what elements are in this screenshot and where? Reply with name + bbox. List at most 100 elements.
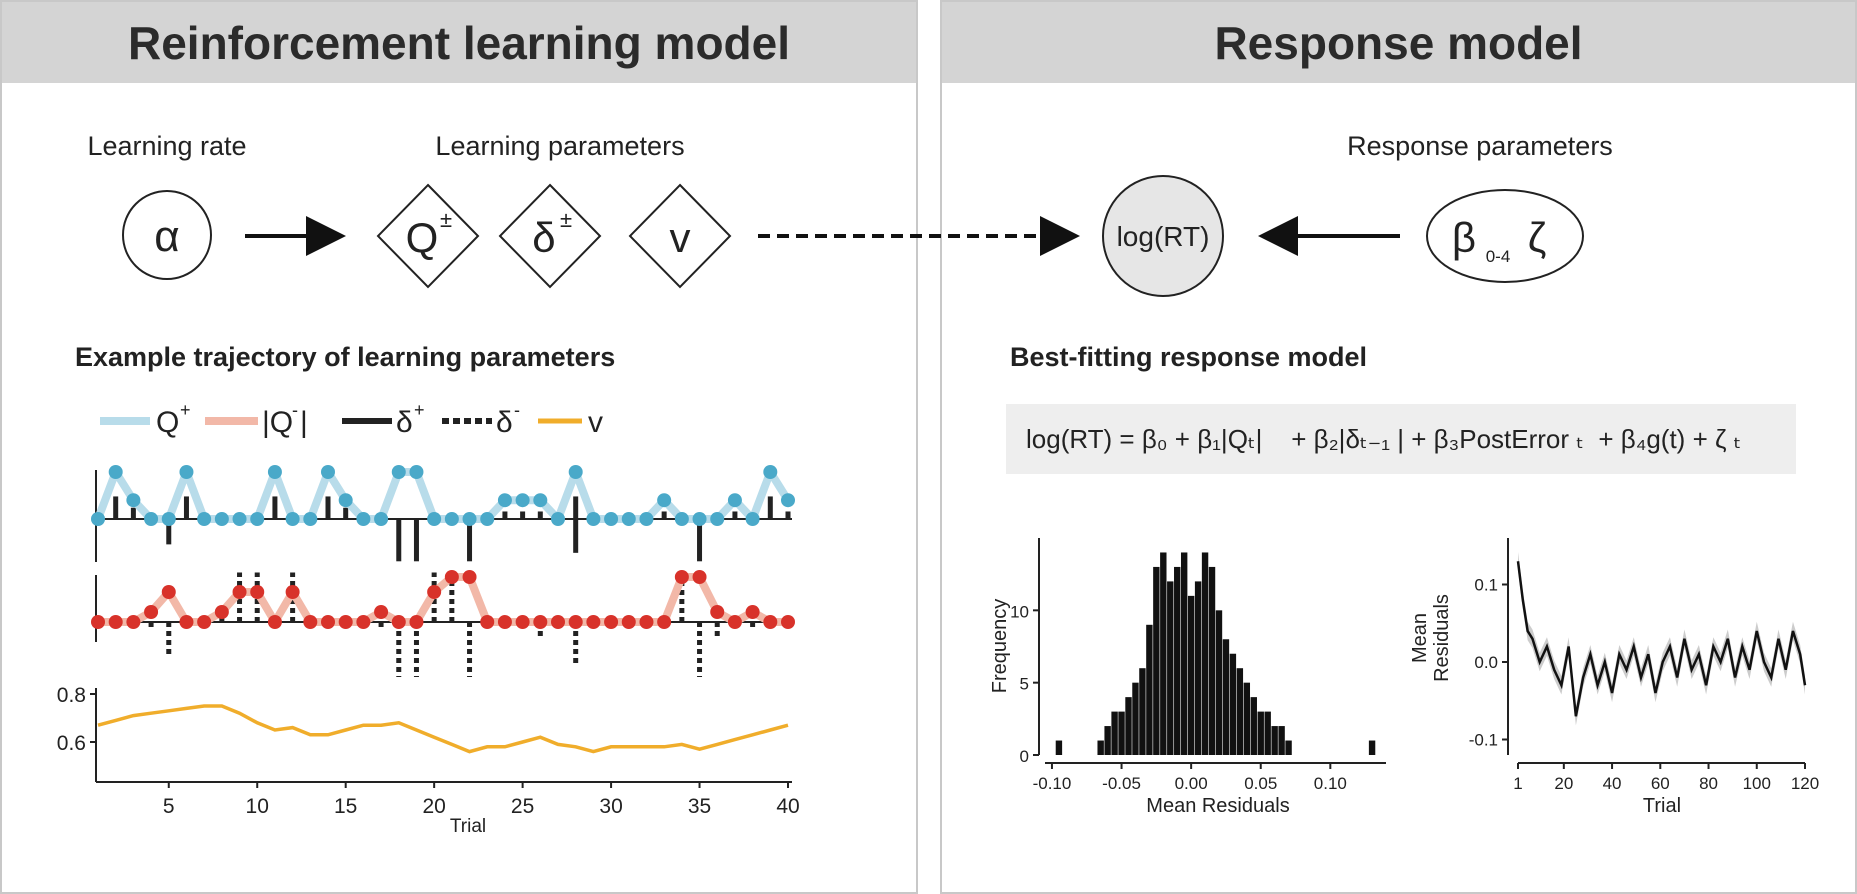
histogram-bar xyxy=(1104,726,1111,755)
histogram-bar xyxy=(1180,552,1188,755)
hist-xtick-label: -0.05 xyxy=(1102,774,1141,793)
q-minus-point xyxy=(727,615,742,629)
histogram-bar xyxy=(1194,581,1202,755)
rl-model-panel: Reinforcement learning model xyxy=(0,0,918,894)
legend-delta-minus-label: δ xyxy=(496,406,513,439)
q-plus-point xyxy=(374,512,389,526)
hist-xtick-label: 0.10 xyxy=(1314,774,1347,793)
q-plus-point xyxy=(515,493,530,508)
q-plus-point xyxy=(338,493,353,508)
q-plus-point xyxy=(356,512,371,526)
histogram-bar xyxy=(1125,697,1132,755)
q-plus-point xyxy=(108,465,123,479)
resid-xtick-label: 120 xyxy=(1791,774,1819,793)
q-minus-point xyxy=(214,605,229,619)
beta-symbol: β xyxy=(1452,214,1476,261)
histogram-bar xyxy=(1278,726,1285,755)
q-plus-point xyxy=(745,512,760,526)
q-superscript: ± xyxy=(440,207,452,232)
histogram-bar xyxy=(1153,566,1160,755)
traj-xtick-label: 40 xyxy=(776,795,799,818)
v-ytick-label: 0.8 xyxy=(57,684,86,707)
q-plus-point xyxy=(250,512,265,526)
hist-ytick-label: 0 xyxy=(1020,747,1029,766)
learning-rate-label: Learning rate xyxy=(87,131,246,161)
trajectory-legend: Q + |Q - | δ + δ - v xyxy=(100,400,603,439)
traj-xtick-label: 25 xyxy=(511,795,534,818)
q-minus-point xyxy=(126,615,141,629)
delta-superscript: ± xyxy=(560,207,572,232)
histogram-bar xyxy=(1187,595,1195,755)
q-plus-point xyxy=(480,512,495,526)
resid-ytick-label: 0.0 xyxy=(1474,653,1498,672)
q-minus-point xyxy=(250,585,265,599)
q-minus-point xyxy=(639,615,654,629)
histogram-bar xyxy=(1201,552,1209,755)
q-minus-point xyxy=(568,615,583,629)
histogram-bar xyxy=(1271,726,1278,755)
resid-y-axis-label-line1: Mean xyxy=(1409,613,1431,663)
traj-xtick-label: 15 xyxy=(334,795,357,818)
residual-line xyxy=(1516,561,1807,717)
resid-xtick-label: 40 xyxy=(1603,774,1622,793)
q-plus-point xyxy=(303,512,318,526)
legend-delta-plus-sup: + xyxy=(414,400,425,420)
traj-xtick-label: 35 xyxy=(688,795,711,818)
q-minus-point xyxy=(197,615,212,629)
q-plus-point xyxy=(214,512,229,526)
resid-y-axis-label-line2: Residuals xyxy=(1431,594,1453,682)
q-minus-point xyxy=(586,615,601,629)
histogram-bar xyxy=(1167,581,1174,755)
q-plus-point xyxy=(604,512,619,526)
q-minus-point xyxy=(144,605,159,619)
q-plus-point xyxy=(639,512,654,526)
q-plus-point xyxy=(444,512,459,526)
v-symbol: v xyxy=(670,214,691,261)
prediction-error-node: δ ± xyxy=(498,183,602,289)
q-minus-point xyxy=(91,615,105,629)
q-plus-point xyxy=(551,512,565,526)
resid-xtick-label: 20 xyxy=(1554,774,1573,793)
q-plus-point xyxy=(321,465,335,479)
histogram-bar xyxy=(1208,566,1216,755)
q-plus-point xyxy=(657,493,672,508)
q-minus-point xyxy=(533,615,548,629)
v-node: v xyxy=(628,183,732,289)
delta-symbol: δ xyxy=(532,214,555,261)
q-minus-point xyxy=(338,615,353,629)
q-minus-point xyxy=(285,585,300,599)
traj-xtick-label: 20 xyxy=(422,795,445,818)
hist-xtick-label: -0.10 xyxy=(1033,774,1072,793)
hist-ytick-label: 10 xyxy=(1010,602,1029,621)
q-minus-point xyxy=(604,615,619,629)
q-plus-point xyxy=(161,512,176,526)
q-minus-point xyxy=(551,615,565,629)
q-plus-point xyxy=(144,512,159,526)
legend-delta-minus-sup: - xyxy=(514,400,520,420)
q-plus-point xyxy=(674,512,689,526)
q-minus-point xyxy=(462,570,477,584)
q-minus-point xyxy=(303,615,318,629)
hist-xtick-label: 0.00 xyxy=(1175,774,1208,793)
q-minus-point xyxy=(480,615,495,629)
q-plus-point xyxy=(568,465,583,479)
traj-xtick-label: 5 xyxy=(163,795,175,818)
q-plus-point xyxy=(462,512,477,526)
q-plus-point xyxy=(267,465,282,479)
q-minus-point xyxy=(108,615,123,629)
q-minus-point xyxy=(781,615,795,629)
histogram-bar xyxy=(1111,711,1118,755)
histogram-bar xyxy=(1160,552,1167,755)
resid-xtick-label: 60 xyxy=(1651,774,1670,793)
traj-xtick-label: 30 xyxy=(599,795,622,818)
q-minus-point xyxy=(515,615,530,629)
q-plus-point xyxy=(285,512,300,526)
q-plus-point xyxy=(126,493,141,508)
resid-xtick-label: 100 xyxy=(1743,774,1771,793)
beta-subscript: 0-4 xyxy=(1486,247,1511,266)
q-minus-point xyxy=(621,615,636,629)
zeta-symbol: ζ xyxy=(1528,214,1547,261)
histogram-bar xyxy=(1139,668,1146,755)
q-minus-point xyxy=(427,585,442,599)
histogram-bar xyxy=(1132,682,1139,755)
